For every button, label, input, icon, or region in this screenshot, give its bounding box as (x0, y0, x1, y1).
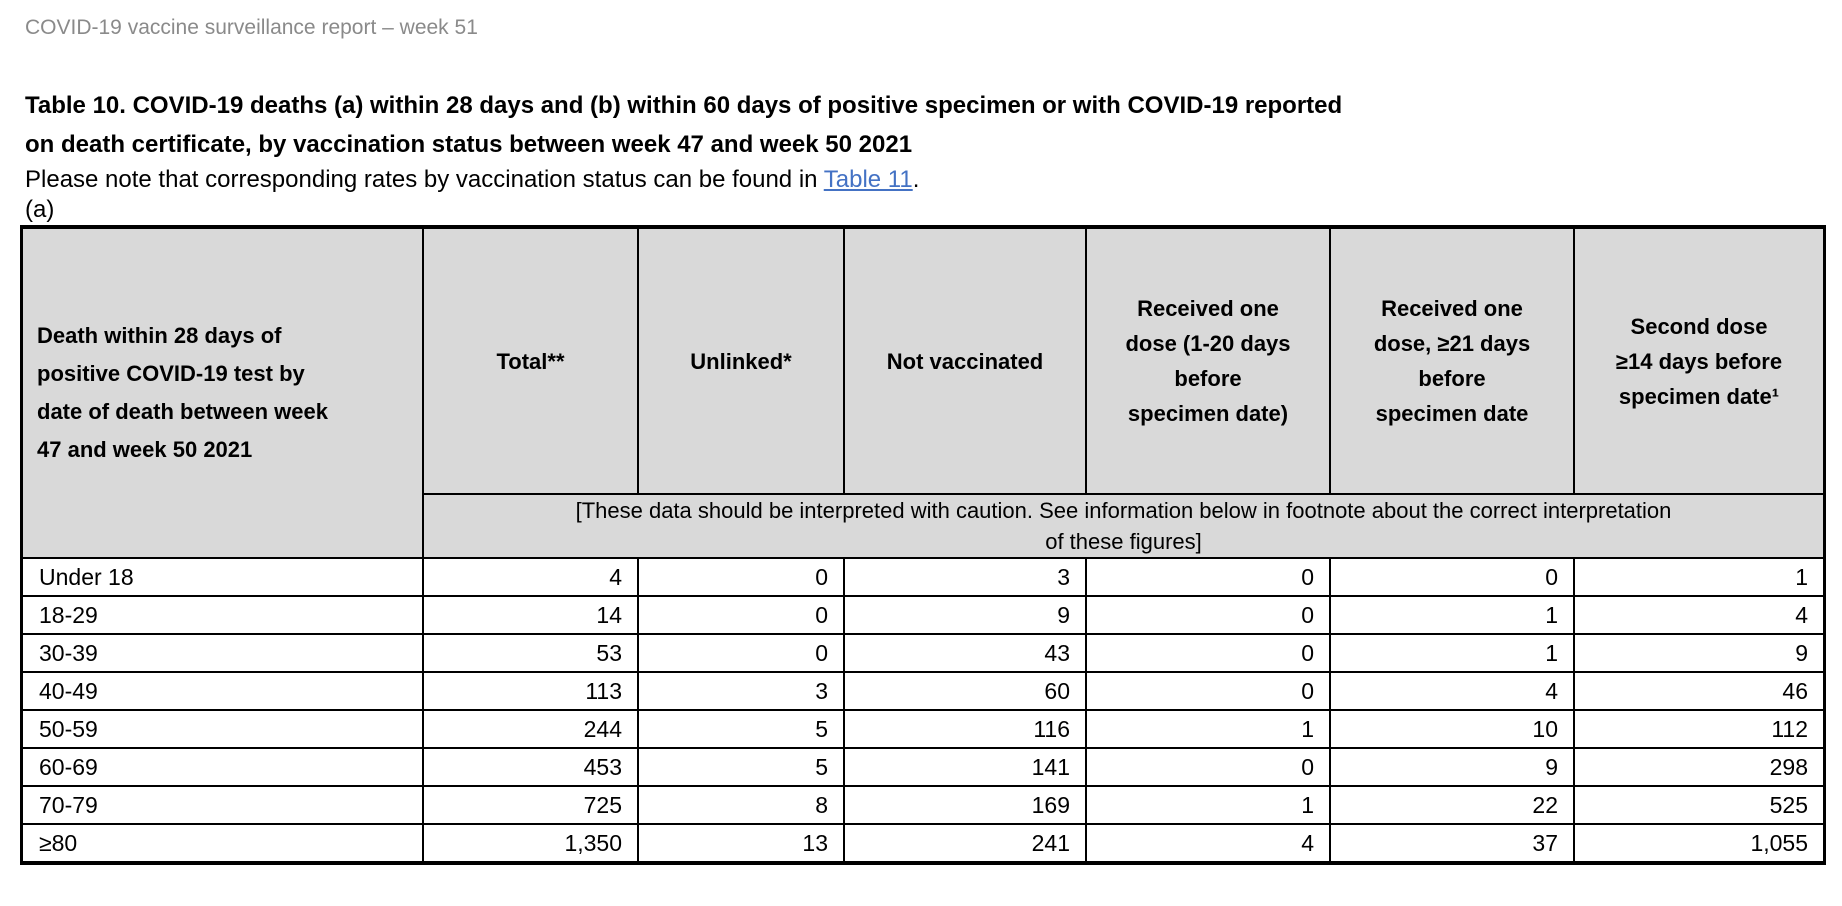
row-label: 60-69 (22, 748, 423, 786)
cell-value: 1 (1086, 710, 1330, 748)
cell-value: 1 (1574, 558, 1824, 596)
note-text: Please note that corresponding rates by … (25, 166, 824, 193)
cell-value: 10 (1330, 710, 1574, 748)
cell-value: 37 (1330, 824, 1574, 862)
cell-value: 113 (423, 672, 638, 710)
column-header: Total** (423, 228, 638, 494)
cell-value: 4 (1330, 672, 1574, 710)
row-label: 18-29 (22, 596, 423, 634)
column-header: Received one dose (1-20 days before spec… (1086, 228, 1330, 494)
row-header-column-title: Death within 28 days of positive COVID-1… (22, 228, 423, 558)
cell-value: 3 (638, 672, 844, 710)
cell-value: 0 (1086, 596, 1330, 634)
column-header: Second dose ≥14 days before specimen dat… (1574, 228, 1824, 494)
cell-value: 53 (423, 634, 638, 672)
cell-value: 0 (1330, 558, 1574, 596)
cell-value: 9 (1330, 748, 1574, 786)
report-title: COVID-19 vaccine surveillance report – w… (25, 16, 478, 39)
cell-value: 1 (1330, 634, 1574, 672)
cell-value: 298 (1574, 748, 1824, 786)
column-header: Received one dose, ≥21 days before speci… (1330, 228, 1574, 494)
cell-value: 116 (844, 710, 1086, 748)
caution-row: [These data should be interpreted with c… (22, 494, 1824, 558)
cell-value: 1,055 (1574, 824, 1824, 862)
table-header-row: Death within 28 days of positive COVID-1… (22, 228, 1824, 558)
cell-value: 5 (638, 748, 844, 786)
row-label: 30-39 (22, 634, 423, 672)
cell-value: 112 (1574, 710, 1824, 748)
note-line: Please note that corresponding rates by … (25, 164, 1824, 195)
cell-value: 0 (1086, 672, 1330, 710)
cell-value: 525 (1574, 786, 1824, 824)
covid-deaths-table: Death within 28 days of positive COVID-1… (20, 225, 1826, 865)
table-row: 60-69 453 5 141 0 9 298 (22, 748, 1824, 786)
cell-value: 244 (423, 710, 638, 748)
table-row: Under 18 4 0 3 0 0 1 (22, 558, 1824, 596)
cell-value: 60 (844, 672, 1086, 710)
table-caption: Table 10. COVID-19 deaths (a) within 28 … (25, 92, 1343, 158)
table-11-link[interactable]: Table 11 (823, 166, 913, 193)
row-label: ≥80 (22, 824, 423, 862)
table-row: 40-49 113 3 60 0 4 46 (22, 672, 1824, 710)
cell-value: 1 (1086, 786, 1330, 824)
cell-value: 46 (1574, 672, 1824, 710)
cell-value: 4 (423, 558, 638, 596)
column-header: Not vaccinated (844, 228, 1086, 494)
table-row: 70-79 725 8 169 1 22 525 (22, 786, 1824, 824)
cell-value: 4 (1086, 824, 1330, 862)
row-label: 50-59 (22, 710, 423, 748)
cell-value: 0 (638, 596, 844, 634)
cell-value: 0 (638, 634, 844, 672)
section-label-a: (a) (25, 196, 55, 223)
row-label: Under 18 (22, 558, 423, 596)
cell-value: 0 (638, 558, 844, 596)
cell-value: 141 (844, 748, 1086, 786)
cell-value: 725 (423, 786, 638, 824)
cell-value: 0 (1086, 558, 1330, 596)
cell-value: 1 (1330, 596, 1574, 634)
cell-value: 241 (844, 824, 1086, 862)
table-row: ≥80 1,350 13 241 4 37 1,055 (22, 824, 1824, 862)
cell-value: 43 (844, 634, 1086, 672)
table-row: 18-29 14 0 9 0 1 4 (22, 596, 1824, 634)
cell-value: 13 (638, 824, 844, 862)
table-body: Under 18 4 0 3 0 0 1 18-29 14 0 9 0 1 4 30-39 53 0 43 0 1 9 4… (22, 558, 1824, 862)
cell-value: 1,350 (423, 824, 638, 862)
cell-value: 5 (638, 710, 844, 748)
row-label: 40-49 (22, 672, 423, 710)
cell-value: 0 (1086, 748, 1330, 786)
column-header: Unlinked* (638, 228, 844, 494)
cell-value: 3 (844, 558, 1086, 596)
row-label: 70-79 (22, 786, 423, 824)
cell-value: 169 (844, 786, 1086, 824)
caution-note: [These data should be interpreted with c… (423, 494, 1824, 558)
cell-value: 22 (1330, 786, 1574, 824)
cell-value: 453 (423, 748, 638, 786)
cell-value: 14 (423, 596, 638, 634)
table-row: 30-39 53 0 43 0 1 9 (22, 634, 1824, 672)
table-row: 50-59 244 5 116 1 10 112 (22, 710, 1824, 748)
cell-value: 8 (638, 786, 844, 824)
cell-value: 9 (844, 596, 1086, 634)
cell-value: 9 (1574, 634, 1824, 672)
cell-value: 0 (1086, 634, 1330, 672)
note-suffix: . (912, 166, 920, 193)
cell-value: 4 (1574, 596, 1824, 634)
document-page: COVID-19 vaccine surveillance report – w… (0, 16, 1842, 865)
